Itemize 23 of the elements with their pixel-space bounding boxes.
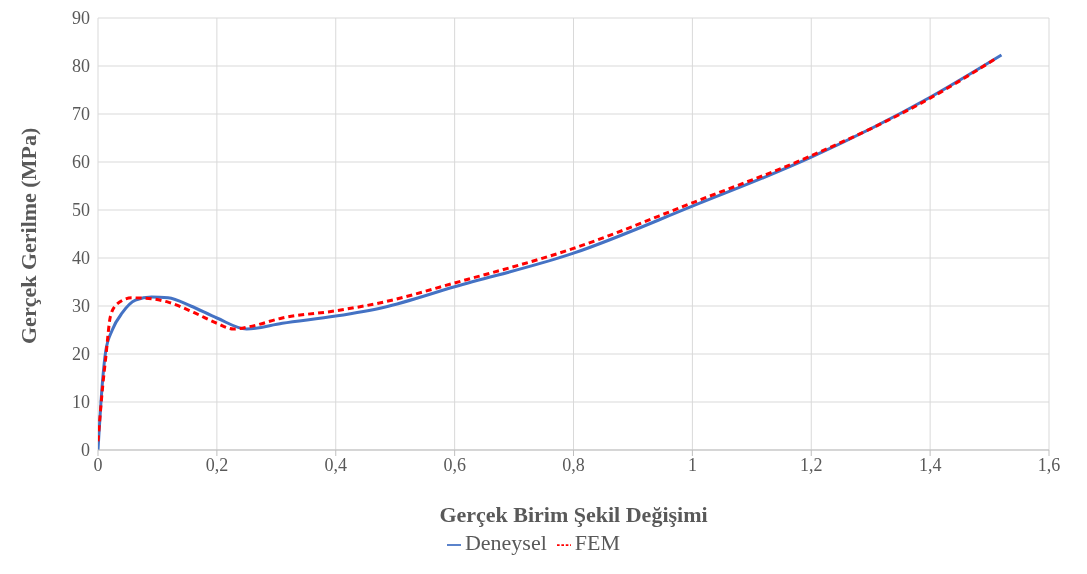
y-axis-title: Gerçek Gerilme (MPa) <box>15 127 41 344</box>
x-tick-label: 0,6 <box>443 454 466 475</box>
x-tick-label: 0 <box>93 454 103 475</box>
y-tick-label: 80 <box>72 56 90 77</box>
x-tick-label: 0,2 <box>205 454 229 475</box>
y-tick-label: 20 <box>72 344 90 365</box>
y-tick-label: 60 <box>72 152 90 173</box>
x-tick-label: 0,4 <box>324 454 347 475</box>
x-tick-label: 1,2 <box>800 454 823 475</box>
y-tick-label: 50 <box>72 200 90 221</box>
x-tick-label: 1,6 <box>1037 454 1061 475</box>
x-axis-title: Gerçek Birim Şekil Değişimi <box>439 502 708 527</box>
x-tick-label: 0,8 <box>562 454 585 475</box>
y-tick-label: 70 <box>72 104 90 125</box>
y-tick-label: 30 <box>72 296 90 317</box>
y-tick-label: 10 <box>72 392 90 413</box>
y-tick-label: 0 <box>81 440 90 461</box>
y-tick-label: 90 <box>72 8 90 29</box>
legend-label: Deneysel <box>464 530 547 555</box>
legend-label: FEM <box>574 530 621 555</box>
x-tick-label: 1 <box>687 454 697 475</box>
x-tick-label: 1,4 <box>918 454 942 475</box>
y-tick-label: 40 <box>72 248 90 269</box>
